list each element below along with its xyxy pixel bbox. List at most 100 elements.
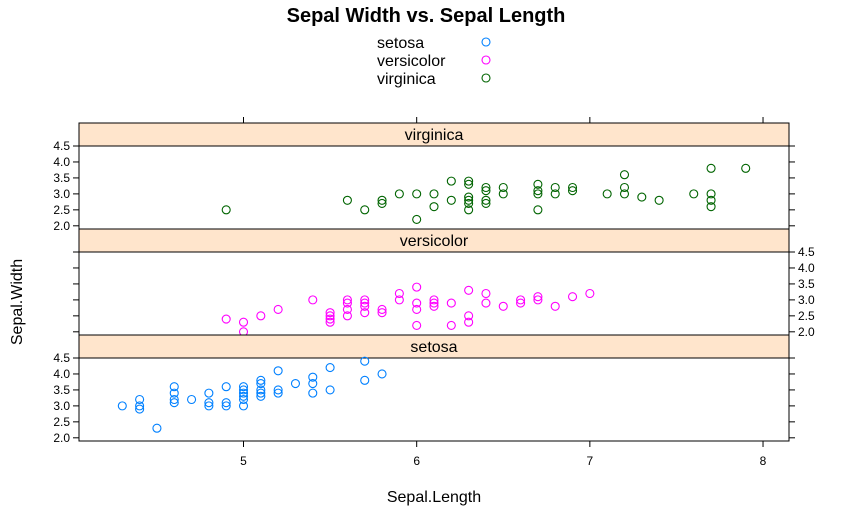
x-axis: 5 6 7 8	[240, 117, 767, 468]
point-virginica	[464, 198, 474, 209]
point-versicolor	[412, 304, 422, 315]
legend-label-setosa: setosa	[377, 35, 424, 52]
point-setosa	[290, 378, 301, 389]
point-versicolor	[238, 317, 249, 327]
point-virginica	[550, 189, 560, 199]
panel-frame-virginica	[78, 145, 790, 230]
point-versicolor	[342, 295, 352, 305]
point-versicolor	[325, 314, 335, 324]
point-setosa	[273, 366, 283, 376]
point-setosa	[238, 394, 249, 405]
point-virginica	[446, 176, 456, 186]
point-virginica	[498, 182, 508, 193]
panels: virginica 2.0 2.5 3.0 3.5 4.0 4.5 versicolor 2.0…	[53, 122, 815, 445]
ytick-label-virginica: 2.5	[53, 203, 70, 217]
ytick-label-setosa: 4.5	[53, 351, 70, 365]
point-setosa	[238, 382, 249, 392]
ytick-label-versicolor: 3.5	[798, 277, 815, 291]
point-virginica	[464, 192, 474, 202]
point-versicolor	[325, 308, 335, 318]
point-setosa	[169, 394, 179, 405]
xtick-label: 5	[240, 454, 247, 468]
point-versicolor	[360, 295, 370, 305]
legend-marker-setosa	[481, 37, 491, 47]
ytick-label-virginica: 2.0	[53, 219, 70, 233]
point-virginica	[342, 195, 352, 205]
legend-marker-versicolor	[481, 55, 491, 65]
ytick-label-virginica: 4.5	[53, 139, 70, 153]
ytick-label-setosa: 2.0	[53, 431, 70, 445]
point-virginica	[464, 179, 474, 189]
y-axis-title: Sepal.Width	[9, 259, 26, 345]
point-setosa	[238, 391, 249, 401]
point-versicolor	[325, 311, 335, 321]
point-virginica	[533, 186, 543, 196]
point-setosa	[256, 375, 266, 385]
point-setosa	[256, 388, 266, 398]
point-virginica	[619, 182, 630, 193]
point-versicolor	[516, 298, 526, 308]
legend-marker-virginica	[481, 73, 491, 83]
point-setosa	[238, 388, 249, 398]
point-versicolor	[342, 304, 352, 315]
point-setosa	[273, 385, 283, 395]
xtick-label: 6	[413, 454, 420, 468]
point-virginica	[429, 189, 439, 199]
point-virginica	[619, 170, 630, 180]
point-setosa	[325, 385, 335, 395]
point-virginica	[567, 182, 578, 193]
point-versicolor	[533, 295, 543, 305]
panel-virginica: virginica 2.0 2.5 3.0 3.5 4.0 4.5	[53, 122, 795, 233]
point-setosa	[238, 401, 249, 411]
point-setosa	[308, 378, 318, 389]
ytick-label-virginica: 3.0	[53, 187, 70, 201]
point-setosa	[135, 394, 145, 405]
point-setosa	[169, 388, 179, 398]
point-versicolor	[360, 308, 370, 318]
point-setosa	[204, 398, 214, 408]
point-setosa	[360, 375, 370, 385]
point-virginica	[533, 179, 543, 189]
point-versicolor	[256, 311, 266, 321]
point-setosa	[325, 363, 335, 373]
point-virginica	[481, 182, 491, 193]
point-virginica	[412, 189, 422, 199]
point-versicolor	[567, 292, 578, 302]
point-setosa	[360, 356, 370, 366]
ytick-label-virginica: 3.5	[53, 171, 70, 185]
point-setosa	[169, 398, 179, 408]
point-versicolor	[429, 301, 439, 311]
point-virginica	[567, 186, 578, 196]
point-virginica	[619, 189, 630, 199]
point-versicolor	[550, 301, 560, 311]
point-virginica	[221, 205, 231, 215]
point-virginica	[637, 192, 647, 202]
point-setosa	[256, 385, 266, 395]
point-versicolor	[394, 288, 404, 299]
ytick-label-versicolor: 4.0	[798, 261, 815, 275]
point-versicolor	[412, 282, 422, 292]
strip-label-setosa: setosa	[410, 339, 457, 356]
point-versicolor	[342, 298, 352, 308]
point-versicolor	[481, 288, 491, 299]
point-virginica	[706, 189, 716, 199]
point-setosa	[273, 388, 283, 398]
xtick-label: 8	[760, 454, 767, 468]
point-versicolor	[516, 295, 526, 305]
ytick-label-setosa: 4.0	[53, 367, 70, 381]
point-versicolor	[446, 320, 456, 330]
point-versicolor	[360, 298, 370, 308]
point-setosa	[204, 401, 214, 411]
point-setosa	[135, 401, 145, 411]
point-setosa	[169, 382, 179, 392]
point-virginica	[654, 195, 664, 205]
point-virginica	[602, 189, 612, 199]
strip-label-virginica: virginica	[405, 127, 464, 144]
ytick-label-setosa: 3.0	[53, 399, 70, 413]
point-setosa	[256, 391, 266, 401]
ytick-label-setosa: 3.5	[53, 383, 70, 397]
point-versicolor	[360, 301, 370, 311]
point-virginica	[429, 202, 439, 212]
